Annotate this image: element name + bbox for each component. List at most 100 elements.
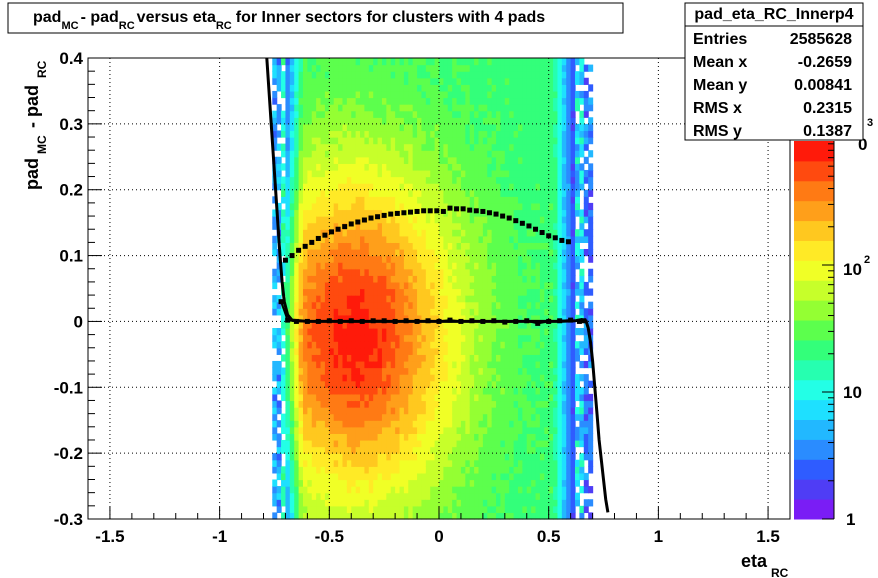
heatmap-cell	[272, 123, 278, 132]
heatmap-cell	[333, 459, 339, 467]
heatmap-cell	[561, 301, 567, 309]
heatmap-cell	[548, 110, 554, 118]
heatmap-cell	[482, 328, 488, 336]
heatmap-cell	[557, 453, 563, 461]
heatmap-cell	[478, 426, 484, 434]
heatmap-cell	[342, 314, 348, 323]
heatmap-cell	[399, 104, 405, 112]
heatmap-cell	[346, 268, 352, 276]
heatmap-cell	[395, 104, 401, 112]
heatmap-cell	[579, 150, 585, 158]
heatmap-cell	[355, 235, 361, 243]
heatmap-cell	[302, 505, 308, 514]
heatmap-cell	[408, 374, 414, 382]
heatmap-cell	[443, 380, 449, 388]
heatmap-cell	[465, 156, 471, 164]
heatmap-cell	[469, 235, 475, 243]
heatmap-cell	[320, 110, 326, 118]
heatmap-cell	[307, 229, 313, 237]
heatmap-cell	[302, 281, 308, 290]
heatmap-cell	[333, 255, 339, 263]
heatmap-cell	[583, 216, 589, 224]
heatmap-cell	[482, 104, 488, 112]
heatmap-cell	[509, 407, 515, 415]
heatmap-cell	[351, 275, 357, 283]
heatmap-cell	[439, 84, 444, 92]
heatmap-cell	[496, 321, 502, 329]
heatmap-cell	[583, 176, 589, 184]
heatmap-cell	[298, 268, 304, 276]
heatmap-cell	[539, 314, 545, 323]
heatmap-cell	[276, 275, 282, 283]
heatmap-cell	[553, 77, 559, 85]
heatmap-cell	[509, 235, 515, 243]
heatmap-cell	[373, 169, 379, 178]
heatmap-cell	[368, 137, 374, 145]
heatmap-cell	[360, 505, 366, 514]
heatmap-cell	[544, 169, 550, 178]
heatmap-cell	[434, 413, 440, 421]
heatmap-cell	[289, 123, 295, 132]
heatmap-cell	[386, 216, 392, 224]
heatmap-cell	[399, 453, 405, 461]
heatmap-cell	[302, 268, 308, 276]
heatmap-cell	[307, 433, 313, 441]
heatmap-cell	[425, 235, 431, 243]
heatmap-cell	[539, 387, 545, 395]
heatmap-cell	[412, 314, 418, 323]
heatmap-cell	[346, 426, 352, 434]
heatmap-cell	[487, 150, 493, 158]
heatmap-cell	[316, 71, 322, 79]
heatmap-cell	[478, 104, 484, 112]
heatmap-cell	[482, 143, 488, 151]
heatmap-cell	[517, 84, 523, 92]
heatmap-cell	[566, 499, 572, 507]
heatmap-cell	[509, 117, 515, 125]
heatmap-cell	[386, 275, 392, 283]
heatmap-cell	[395, 248, 401, 257]
heatmap-cell	[395, 486, 401, 494]
heatmap-cell	[412, 123, 418, 132]
heatmap-cell	[425, 459, 431, 467]
heatmap-cell	[561, 426, 567, 434]
heatmap-cell	[553, 189, 559, 197]
heatmap-cell	[355, 400, 361, 408]
heatmap-cell	[307, 90, 313, 99]
heatmap-cell	[272, 281, 278, 290]
heatmap-cell	[368, 420, 374, 428]
heatmap-cell	[478, 248, 484, 257]
heatmap-cell	[285, 439, 291, 448]
heatmap-cell	[522, 71, 528, 79]
heatmap-cell	[570, 176, 576, 184]
heatmap-cell	[447, 393, 453, 402]
heatmap-cell	[346, 413, 352, 421]
heatmap-cell	[452, 77, 458, 85]
heatmap-cell	[566, 393, 572, 402]
heatmap-cell	[351, 90, 357, 99]
heatmap-cell	[412, 367, 418, 375]
heatmap-cell	[342, 374, 348, 382]
heatmap-cell	[509, 90, 515, 99]
heatmap-cell	[553, 492, 559, 500]
heatmap-cell	[553, 486, 559, 494]
heatmap-cell	[294, 281, 300, 290]
heatmap-cell	[408, 341, 414, 349]
heatmap-cell	[434, 110, 440, 118]
heatmap-cell	[517, 143, 523, 151]
heatmap-cell	[360, 64, 366, 72]
heatmap-cell	[447, 367, 453, 375]
heatmap-cell	[333, 466, 339, 474]
heatmap-cell	[561, 58, 567, 66]
heatmap-cell	[298, 97, 304, 105]
heatmap-cell	[561, 262, 567, 270]
heatmap-cell	[351, 393, 357, 402]
heatmap-cell	[276, 84, 282, 92]
heatmap-cell	[298, 275, 304, 283]
heatmap-cell	[294, 433, 300, 441]
heatmap-cell	[575, 492, 580, 500]
heatmap-cell	[346, 472, 352, 481]
heatmap-cell	[478, 202, 484, 211]
heatmap-cell	[509, 420, 515, 428]
heatmap-cell	[575, 479, 580, 487]
heatmap-cell	[289, 235, 295, 243]
